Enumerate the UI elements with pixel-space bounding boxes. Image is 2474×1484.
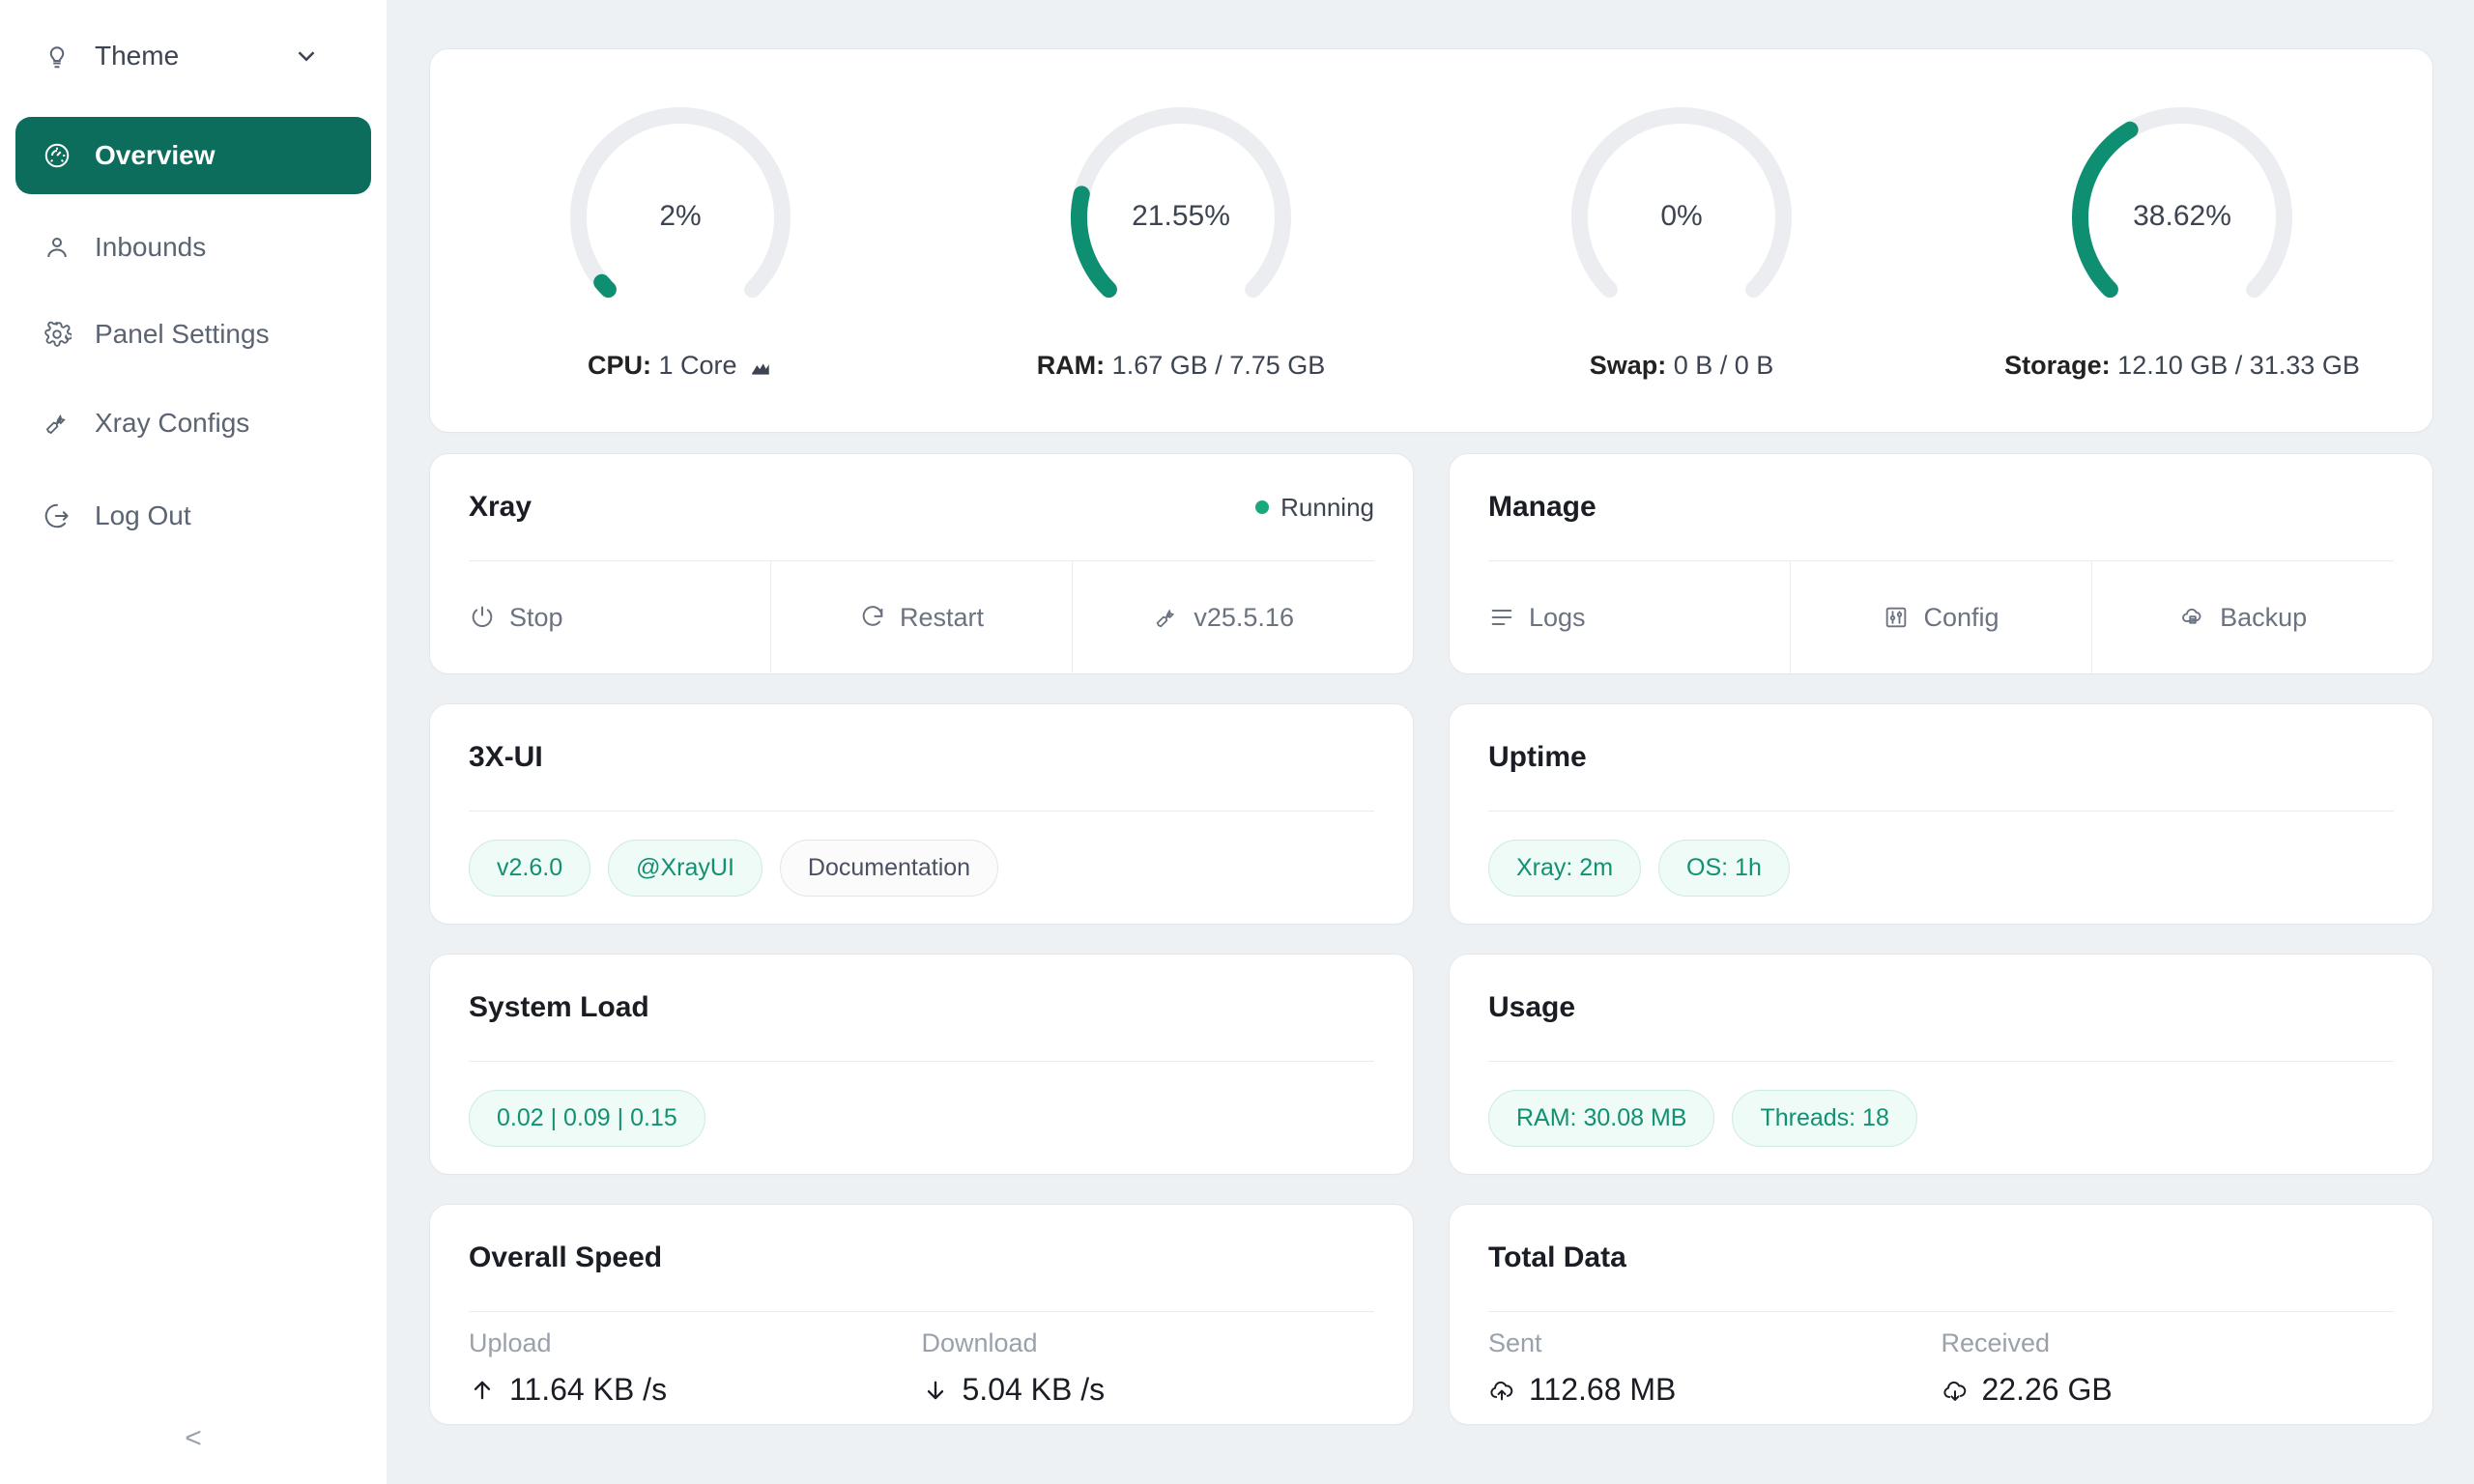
- svg-text:2%: 2%: [659, 200, 701, 232]
- svg-text:0%: 0%: [1660, 200, 1702, 232]
- svg-text:38.62%: 38.62%: [2133, 200, 2231, 232]
- svg-text:21.55%: 21.55%: [1132, 200, 1230, 232]
